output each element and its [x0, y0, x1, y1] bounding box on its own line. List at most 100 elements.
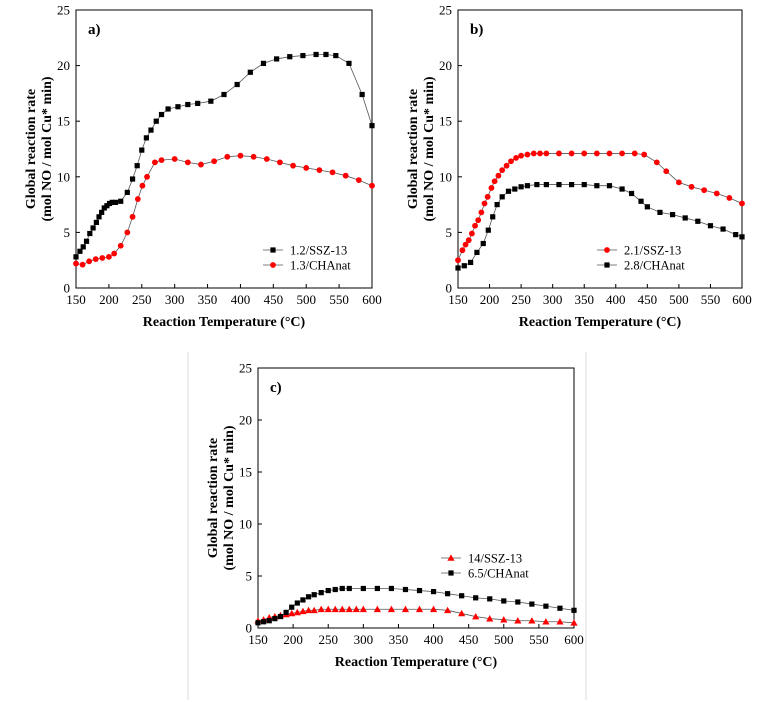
data-point	[606, 150, 613, 157]
data-point	[459, 247, 466, 254]
legend-label: 2.1/SSZ-13	[624, 244, 681, 258]
x-tick-label: 450	[264, 292, 284, 307]
data-point	[445, 591, 451, 597]
data-point	[260, 60, 267, 66]
y-tick-label: 10	[239, 517, 252, 532]
x-axis-title: Reaction Temperature (°C)	[519, 315, 682, 330]
y-axis-title-line1: Global reaction rate	[24, 89, 39, 209]
x-tick-label: 600	[564, 632, 584, 647]
data-point	[472, 222, 478, 229]
data-point	[105, 253, 112, 260]
data-point	[290, 162, 296, 169]
data-point	[305, 594, 312, 600]
data-point	[570, 619, 578, 626]
x-tick-label: 350	[198, 292, 218, 307]
data-point	[345, 605, 353, 613]
x-tick-label: 300	[354, 632, 374, 647]
data-point	[289, 604, 295, 610]
legend-marker	[604, 247, 610, 253]
data-point	[288, 609, 296, 617]
y-axis-title-line1: Global reaction rate	[206, 438, 221, 558]
data-point	[468, 259, 474, 266]
data-point	[653, 159, 660, 166]
data-point	[499, 194, 505, 200]
data-point	[369, 182, 375, 189]
data-point	[644, 204, 650, 210]
data-point	[152, 159, 158, 166]
data-point	[287, 54, 293, 60]
y-tick-label: 20	[239, 413, 252, 428]
data-point	[171, 156, 178, 162]
y-axis-title-line2: (mol NO / mol Cu* min)	[40, 76, 55, 221]
data-point	[524, 183, 531, 189]
data-point	[359, 605, 367, 613]
x-tick-label: 150	[448, 292, 468, 307]
data-point	[505, 188, 512, 194]
data-point	[542, 618, 550, 625]
series-square	[455, 181, 745, 271]
data-point	[175, 104, 181, 110]
data-point	[508, 158, 514, 165]
data-point	[556, 618, 564, 625]
x-tick-label: 450	[638, 292, 658, 307]
series-square	[73, 51, 375, 260]
data-point	[518, 184, 524, 190]
data-point	[491, 178, 498, 185]
data-point	[543, 150, 550, 157]
data-point	[316, 167, 323, 174]
data-point	[104, 203, 110, 209]
data-point	[488, 185, 495, 191]
data-point	[79, 261, 86, 268]
data-point	[87, 230, 93, 237]
x-tick-label: 550	[529, 632, 549, 647]
data-point	[165, 106, 171, 112]
data-point	[158, 111, 165, 118]
data-point	[359, 91, 365, 98]
legend-marker	[447, 554, 455, 561]
legend-marker	[604, 262, 610, 268]
data-point	[458, 609, 466, 617]
x-tick-label: 600	[732, 292, 752, 307]
x-tick-label: 400	[606, 292, 626, 307]
legend-marker	[448, 570, 454, 576]
data-point	[355, 177, 362, 184]
x-tick-label: 400	[424, 632, 444, 647]
data-point	[277, 613, 284, 620]
data-point	[339, 585, 345, 592]
data-point	[663, 168, 670, 175]
data-point	[429, 605, 438, 613]
legend-marker	[270, 247, 276, 253]
data-point	[352, 605, 360, 613]
y-tick-label: 10	[439, 169, 452, 184]
data-point	[134, 163, 140, 169]
x-tick-label: 250	[511, 292, 531, 307]
data-point	[402, 586, 409, 593]
data-point	[484, 193, 491, 200]
data-point	[118, 198, 124, 204]
chart-panel-2: 150 200 250 300 350 400 450 500 550 600 0 5 10 15 20 25…	[406, 3, 752, 331]
data-point	[99, 255, 106, 261]
y-tick-label: 15	[57, 114, 70, 129]
data-point	[490, 214, 496, 220]
data-point	[277, 159, 283, 166]
x-tick-label: 350	[574, 292, 594, 307]
data-point	[184, 159, 191, 166]
data-point	[695, 218, 701, 224]
data-point	[73, 260, 79, 267]
x-tick-label: 250	[318, 632, 338, 647]
data-point	[556, 150, 562, 157]
data-point	[501, 598, 507, 604]
data-point	[153, 118, 159, 124]
data-point	[675, 179, 682, 186]
data-point	[247, 69, 253, 75]
x-tick-label: 150	[66, 292, 86, 307]
data-point	[478, 209, 485, 216]
data-point	[77, 248, 83, 254]
data-point	[530, 150, 537, 157]
data-point	[234, 81, 240, 88]
series-line	[257, 588, 575, 624]
data-point	[481, 200, 488, 207]
x-tick-label: 400	[231, 292, 251, 307]
data-point	[529, 601, 535, 607]
data-point	[303, 165, 310, 171]
